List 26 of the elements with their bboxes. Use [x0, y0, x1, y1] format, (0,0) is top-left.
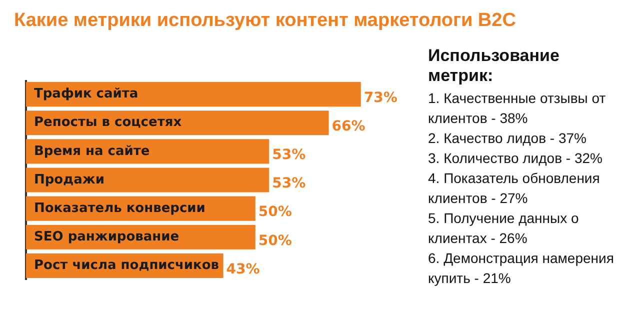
y-tick-label: Трафик сайта	[34, 86, 138, 102]
bar	[26, 168, 270, 192]
text: 4. Показатель обновления клиентов - 27%	[428, 169, 601, 208]
bar	[26, 82, 361, 107]
data-label: 73%	[364, 90, 398, 106]
bar	[26, 139, 270, 164]
chart-title: Какие метрики используют контент маркетологи B2C	[14, 10, 516, 32]
text: 5. Получение данных о клиентах - 26%	[428, 209, 580, 248]
data-label: 53%	[272, 147, 306, 164]
data-label: 43%	[226, 261, 260, 278]
text: 1. Качественные отзывы от клиентов - 38%	[428, 89, 607, 128]
text: 3. Количество лидов - 32%	[428, 149, 604, 168]
y-tick-label: Рост числа подписчиков	[34, 258, 220, 274]
bar	[26, 110, 329, 136]
data-label: 66%	[332, 118, 366, 134]
data-label: 50%	[258, 232, 292, 249]
y-tick-label: Репосты в соцсетях	[34, 115, 182, 130]
y-tick-label: Продажи	[34, 172, 104, 188]
text: Использование метрик:	[428, 46, 560, 86]
text: 2. Качество лидов - 37%	[428, 129, 588, 148]
data-label: 50%	[258, 204, 292, 220]
y-tick-label: Время на сайте	[34, 144, 150, 159]
y-tick-label: SEO ранжирование	[34, 230, 180, 245]
data-label: 53%	[272, 176, 306, 192]
text: 6. Демонстрация намерения купить - 21%	[428, 249, 615, 288]
y-tick-label: Показатель конверсии	[34, 200, 206, 216]
